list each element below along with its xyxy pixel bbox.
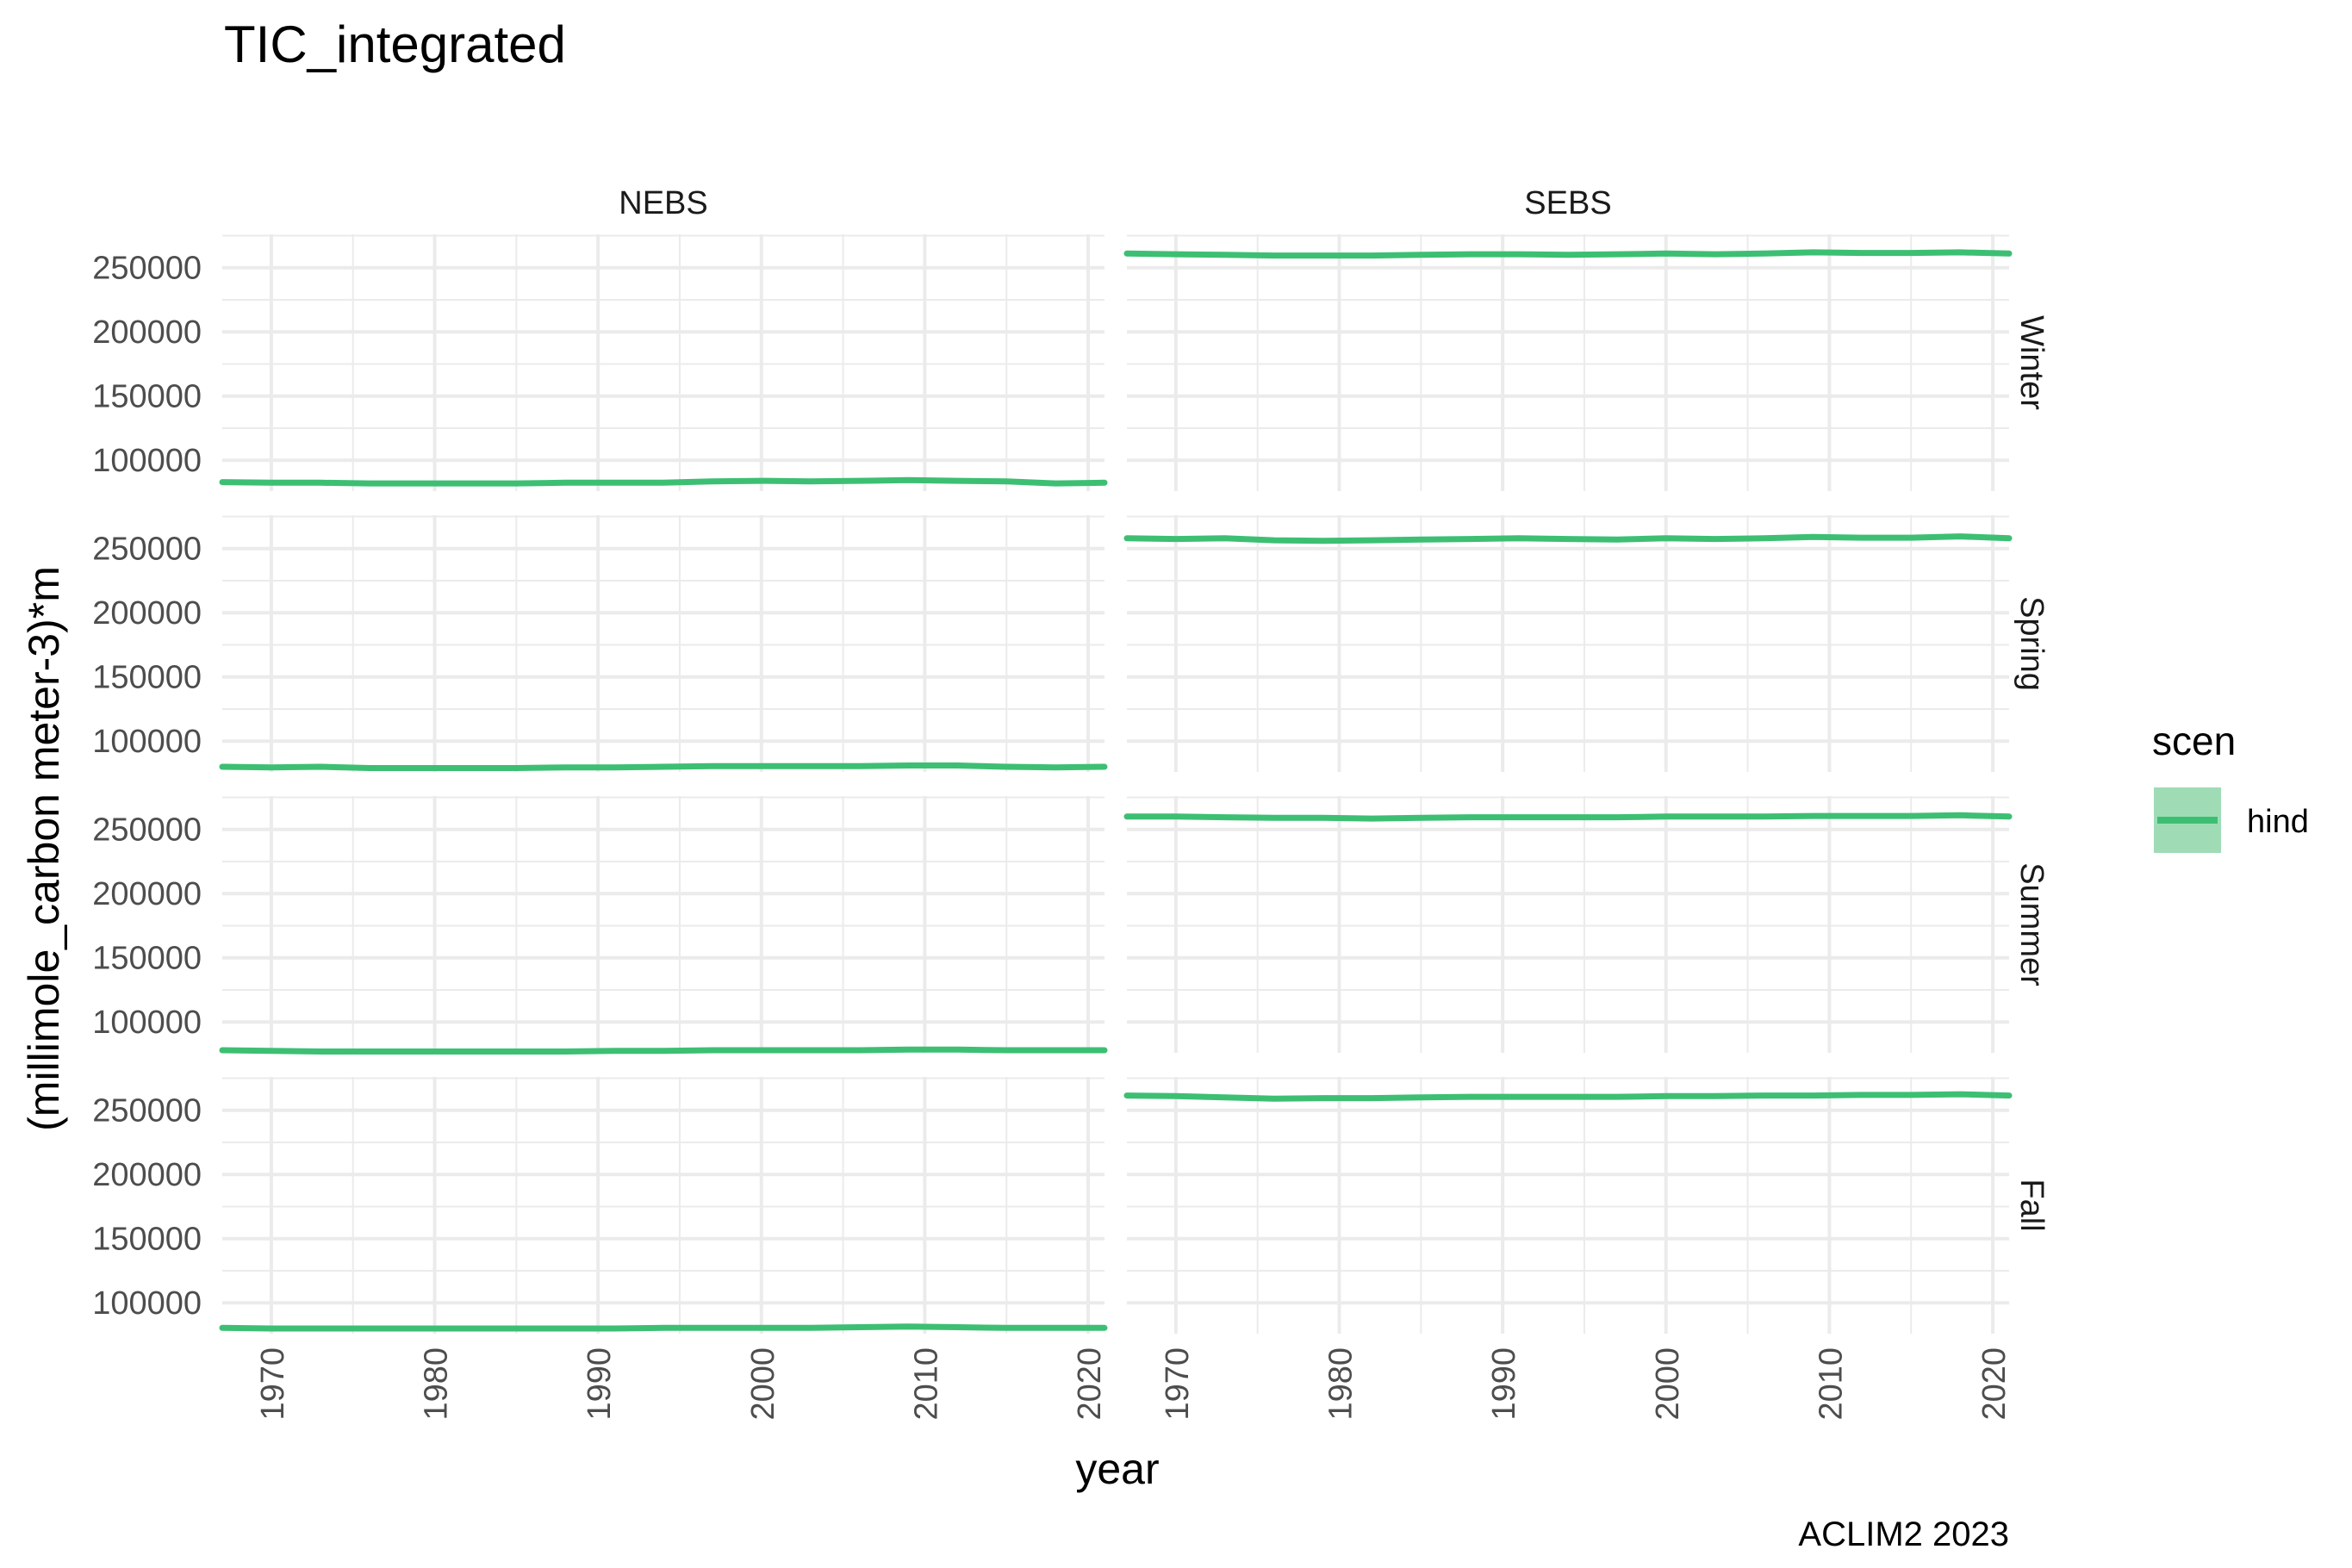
- x-tick-label: 2000: [1650, 1347, 1686, 1421]
- y-tick-label: 100000: [92, 1005, 202, 1041]
- x-tick-label: 2000: [745, 1347, 781, 1421]
- x-tick-label: 1980: [419, 1347, 455, 1421]
- series-line-hind: [219, 476, 1108, 487]
- panels-layer: [219, 234, 2013, 1334]
- panel-nebs-fall: [219, 1077, 1108, 1334]
- x-tick-label: 2010: [908, 1347, 944, 1421]
- y-tick-label: 200000: [92, 595, 202, 632]
- axes-ticks: 100000 150000 200000 250000 100000 150000 2000…: [92, 251, 2013, 1421]
- y-tick-label: 150000: [92, 941, 202, 977]
- legend-label-hind: hind: [2247, 804, 2309, 840]
- x-tick-label: 2020: [1976, 1347, 2013, 1421]
- series-line-hind: [1123, 1091, 2013, 1102]
- caption: ACLIM2 2023: [1798, 1515, 2009, 1553]
- panel-nebs-winter: [219, 234, 1108, 491]
- y-tick-label: 100000: [92, 1285, 202, 1322]
- strip-label-winter: Winter: [2013, 315, 2050, 410]
- y-tick-label: 200000: [92, 314, 202, 351]
- panel-nebs-spring: [219, 515, 1108, 772]
- panel-sebs-fall: [1123, 1077, 2013, 1334]
- series-line-hind: [1123, 533, 2013, 544]
- x-tick-label: 1990: [1486, 1347, 1522, 1421]
- series-line-hind: [219, 762, 1108, 771]
- y-tick-label: 250000: [92, 812, 202, 849]
- strip-label-nebs: NEBS: [619, 185, 707, 221]
- y-tick-label: 100000: [92, 724, 202, 760]
- x-tick-label: 1970: [255, 1347, 291, 1421]
- x-tick-label: 1970: [1160, 1347, 1196, 1421]
- y-tick-label: 150000: [92, 1222, 202, 1258]
- y-tick-label: 150000: [92, 379, 202, 415]
- legend: scen hind: [2152, 719, 2309, 853]
- y-tick-label: 200000: [92, 1157, 202, 1193]
- y-tick-label: 100000: [92, 443, 202, 479]
- panel-sebs-winter: [1123, 234, 2013, 491]
- y-tick-label: 250000: [92, 532, 202, 568]
- x-axis-title: year: [1075, 1445, 1159, 1493]
- strip-label-spring: Spring: [2013, 596, 2050, 691]
- strip-label-sebs: SEBS: [1524, 185, 1611, 221]
- panel-sebs-summer: [1123, 796, 2013, 1053]
- x-tick-label: 2010: [1813, 1347, 1849, 1421]
- facet-strips: NEBS SEBS Winter Spring Summer Fall: [619, 185, 2050, 1232]
- y-axis-title: (millimole_carbon meter-3)*m: [20, 566, 68, 1131]
- x-tick-label: 1990: [582, 1347, 618, 1421]
- series-line-hind: [219, 1323, 1108, 1332]
- chart-title: TIC_integrated: [224, 16, 566, 73]
- series-line-hind: [1123, 249, 2013, 259]
- strip-label-summer: Summer: [2013, 862, 2050, 986]
- series-line-hind: [219, 1046, 1108, 1055]
- y-tick-label: 250000: [92, 251, 202, 287]
- y-tick-label: 200000: [92, 876, 202, 912]
- x-tick-label: 2020: [1072, 1347, 1108, 1421]
- series-line-hind: [1123, 812, 2013, 822]
- legend-title: scen: [2152, 719, 2236, 763]
- panel-sebs-spring: [1123, 515, 2013, 772]
- strip-label-fall: Fall: [2013, 1179, 2050, 1231]
- panel-nebs-summer: [219, 796, 1108, 1055]
- y-tick-label: 150000: [92, 660, 202, 696]
- x-tick-label: 1980: [1323, 1347, 1360, 1421]
- y-tick-label: 250000: [92, 1093, 202, 1129]
